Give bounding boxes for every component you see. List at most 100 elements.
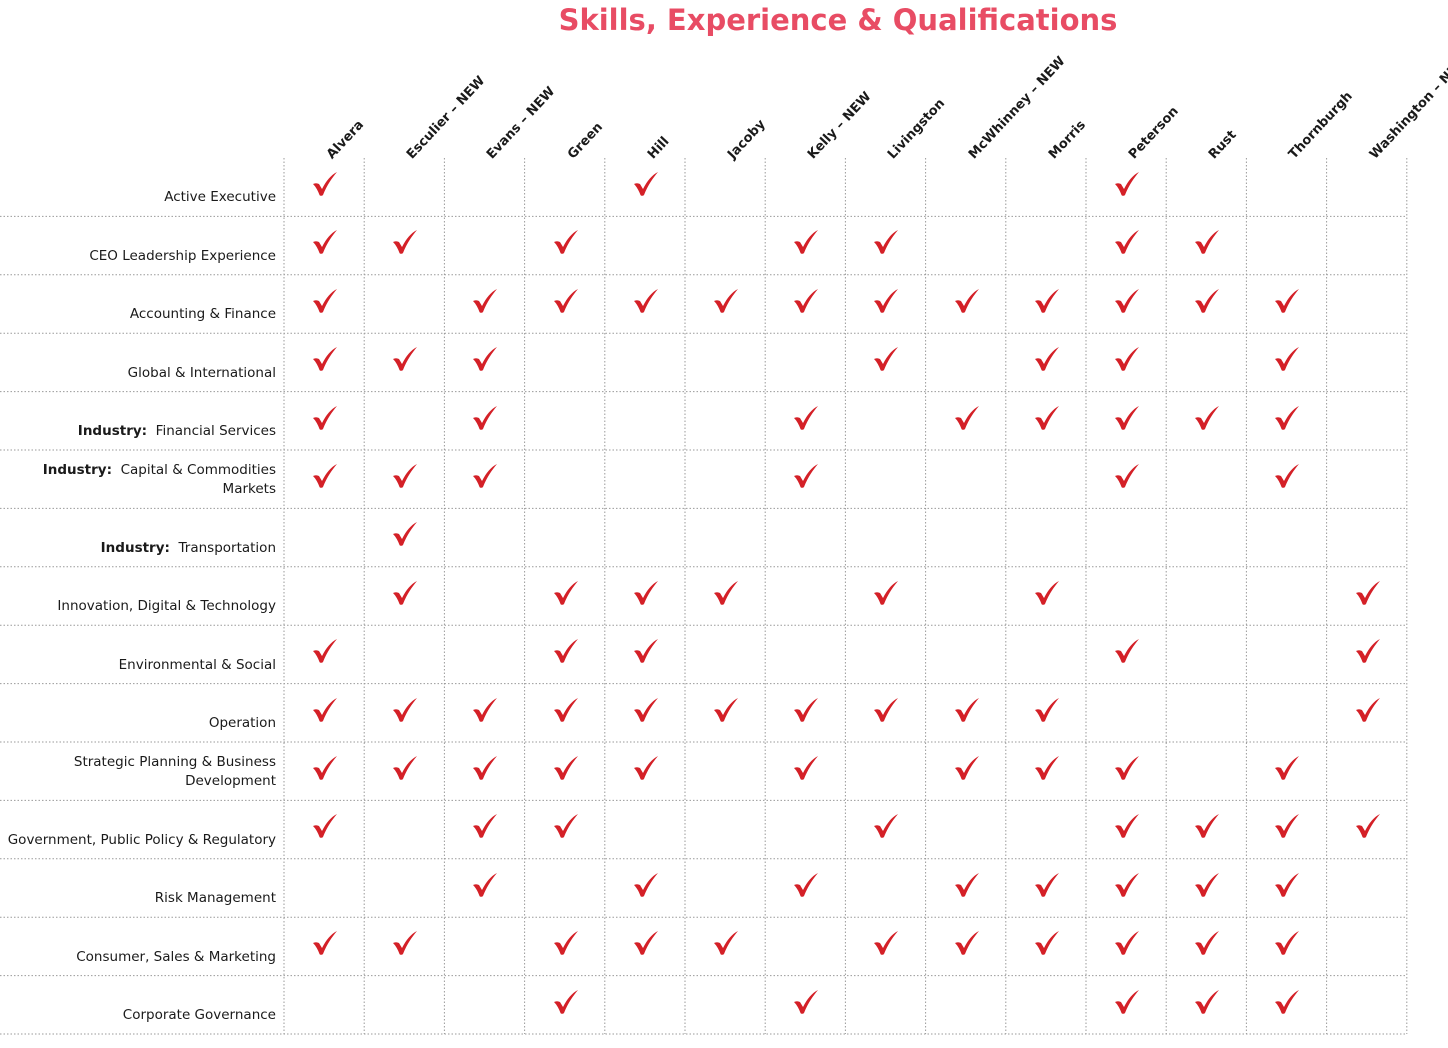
- skill-row-label: Government, Public Policy & Regulatory: [0, 800, 276, 849]
- check-mark-icon: [393, 347, 418, 371]
- check-mark-icon: [553, 697, 578, 722]
- check-mark-icon: [1195, 288, 1220, 313]
- skill-row-label: Environmental & Social: [0, 625, 276, 674]
- check-mark-icon: [473, 697, 498, 722]
- check-mark-icon: [1275, 464, 1300, 488]
- check-mark-icon: [794, 405, 819, 430]
- check-mark-icon: [1115, 989, 1139, 1014]
- skill-label-text: Innovation, Digital & Technology: [57, 598, 276, 615]
- check-mark-icon: [633, 172, 658, 196]
- check-mark-icon: [1034, 288, 1059, 313]
- check-mark-icon: [954, 756, 979, 780]
- director-header: Hill: [644, 134, 673, 163]
- skill-label-text: Consumer, Sales & Marketing: [76, 948, 276, 965]
- check-mark-icon: [1034, 580, 1059, 605]
- check-mark-icon: [1275, 814, 1300, 839]
- director-header: Kelly – NEW: [805, 89, 875, 163]
- check-mark-icon: [1275, 756, 1300, 780]
- check-mark-icon: [714, 931, 738, 955]
- check-mark-icon: [1195, 814, 1220, 839]
- check-mark-icon: [1275, 931, 1300, 955]
- check-mark-icon: [1034, 697, 1059, 722]
- check-mark-icon: [553, 756, 578, 780]
- check-mark-icon: [313, 288, 337, 313]
- skill-label-text: Operation: [208, 714, 276, 731]
- check-mark-icon: [633, 756, 658, 780]
- check-mark-icon: [1115, 756, 1139, 780]
- check-mark-icon: [1115, 172, 1139, 196]
- director-header: Washington – NEW: [1366, 52, 1448, 163]
- check-mark-icon: [1275, 347, 1300, 371]
- check-mark-icon: [473, 288, 498, 313]
- check-mark-icon: [874, 697, 899, 722]
- skill-label-text: Global & International: [127, 364, 276, 381]
- director-header: Livingston: [885, 96, 949, 163]
- skill-label-text: Capital & Commodities Markets: [120, 462, 276, 498]
- skill-label-text: Transportation: [178, 539, 276, 556]
- director-header: Peterson: [1126, 103, 1182, 163]
- check-mark-icon: [874, 580, 899, 605]
- check-mark-icon: [1195, 405, 1220, 430]
- skill-row-label: Global & International: [0, 333, 276, 382]
- check-mark-icon: [1355, 580, 1380, 605]
- check-mark-icon: [954, 697, 979, 722]
- director-header: Alvera: [324, 117, 368, 163]
- skill-row-label: Strategic Planning & Business Developmen…: [60, 742, 276, 791]
- skill-label-prefix: Industry:: [100, 539, 170, 556]
- check-mark-icon: [1115, 405, 1139, 430]
- check-mark-icon: [1355, 814, 1380, 839]
- check-mark-icon: [1195, 931, 1220, 955]
- check-mark-icon: [714, 697, 738, 722]
- director-header: Thornburgh: [1286, 88, 1357, 163]
- check-mark-icon: [313, 931, 337, 955]
- check-mark-icon: [553, 580, 578, 605]
- check-mark-icon: [393, 697, 418, 722]
- check-mark-icon: [473, 347, 498, 371]
- check-mark-icon: [794, 230, 819, 255]
- check-mark-icon: [393, 522, 418, 547]
- director-header: Green: [564, 119, 606, 163]
- skill-row-label: Consumer, Sales & Marketing: [0, 917, 276, 966]
- skill-label-text: Active Executive: [164, 189, 276, 206]
- check-mark-icon: [313, 405, 337, 430]
- check-mark-icon: [1115, 639, 1139, 663]
- check-mark-icon: [1275, 288, 1300, 313]
- check-mark-icon: [473, 756, 498, 780]
- check-mark-icon: [1115, 230, 1139, 255]
- check-mark-icon: [633, 580, 658, 605]
- check-mark-icon: [633, 639, 658, 663]
- check-mark-icon: [393, 580, 418, 605]
- check-mark-icon: [1275, 989, 1300, 1014]
- check-mark-icon: [1034, 931, 1059, 955]
- check-mark-icon: [393, 756, 418, 780]
- check-mark-icon: [874, 288, 899, 313]
- check-mark-icon: [954, 872, 979, 897]
- skill-label-text: Corporate Governance: [122, 1006, 276, 1023]
- check-mark-icon: [313, 172, 337, 196]
- check-mark-icon: [313, 814, 337, 839]
- check-mark-icon: [473, 872, 498, 897]
- check-mark-icon: [1034, 347, 1059, 371]
- check-mark-icon: [794, 756, 819, 780]
- check-mark-icon: [1115, 931, 1139, 955]
- check-mark-icon: [1115, 347, 1139, 371]
- check-mark-icon: [954, 931, 979, 955]
- skill-label-text: CEO Leadership Experience: [89, 247, 276, 264]
- check-mark-icon: [313, 347, 337, 371]
- skill-label-text: Financial Services: [155, 422, 276, 439]
- check-mark-icon: [313, 639, 337, 663]
- check-mark-icon: [794, 872, 819, 897]
- skill-row-label: Risk Management: [0, 859, 276, 908]
- skill-row-label: Active Executive: [0, 158, 276, 207]
- skill-label-text: Strategic Planning & Business Developmen…: [73, 754, 276, 790]
- check-mark-icon: [633, 288, 658, 313]
- skill-label-text: Accounting & Finance: [129, 306, 276, 323]
- director-header: Rust: [1206, 127, 1240, 163]
- check-mark-icon: [1275, 872, 1300, 897]
- check-mark-icon: [553, 230, 578, 255]
- check-mark-icon: [874, 230, 899, 255]
- check-mark-icon: [874, 347, 899, 371]
- skill-label-prefix: Industry:: [77, 422, 148, 439]
- skill-label-text: Government, Public Policy & Regulatory: [7, 831, 276, 848]
- check-mark-icon: [714, 580, 738, 605]
